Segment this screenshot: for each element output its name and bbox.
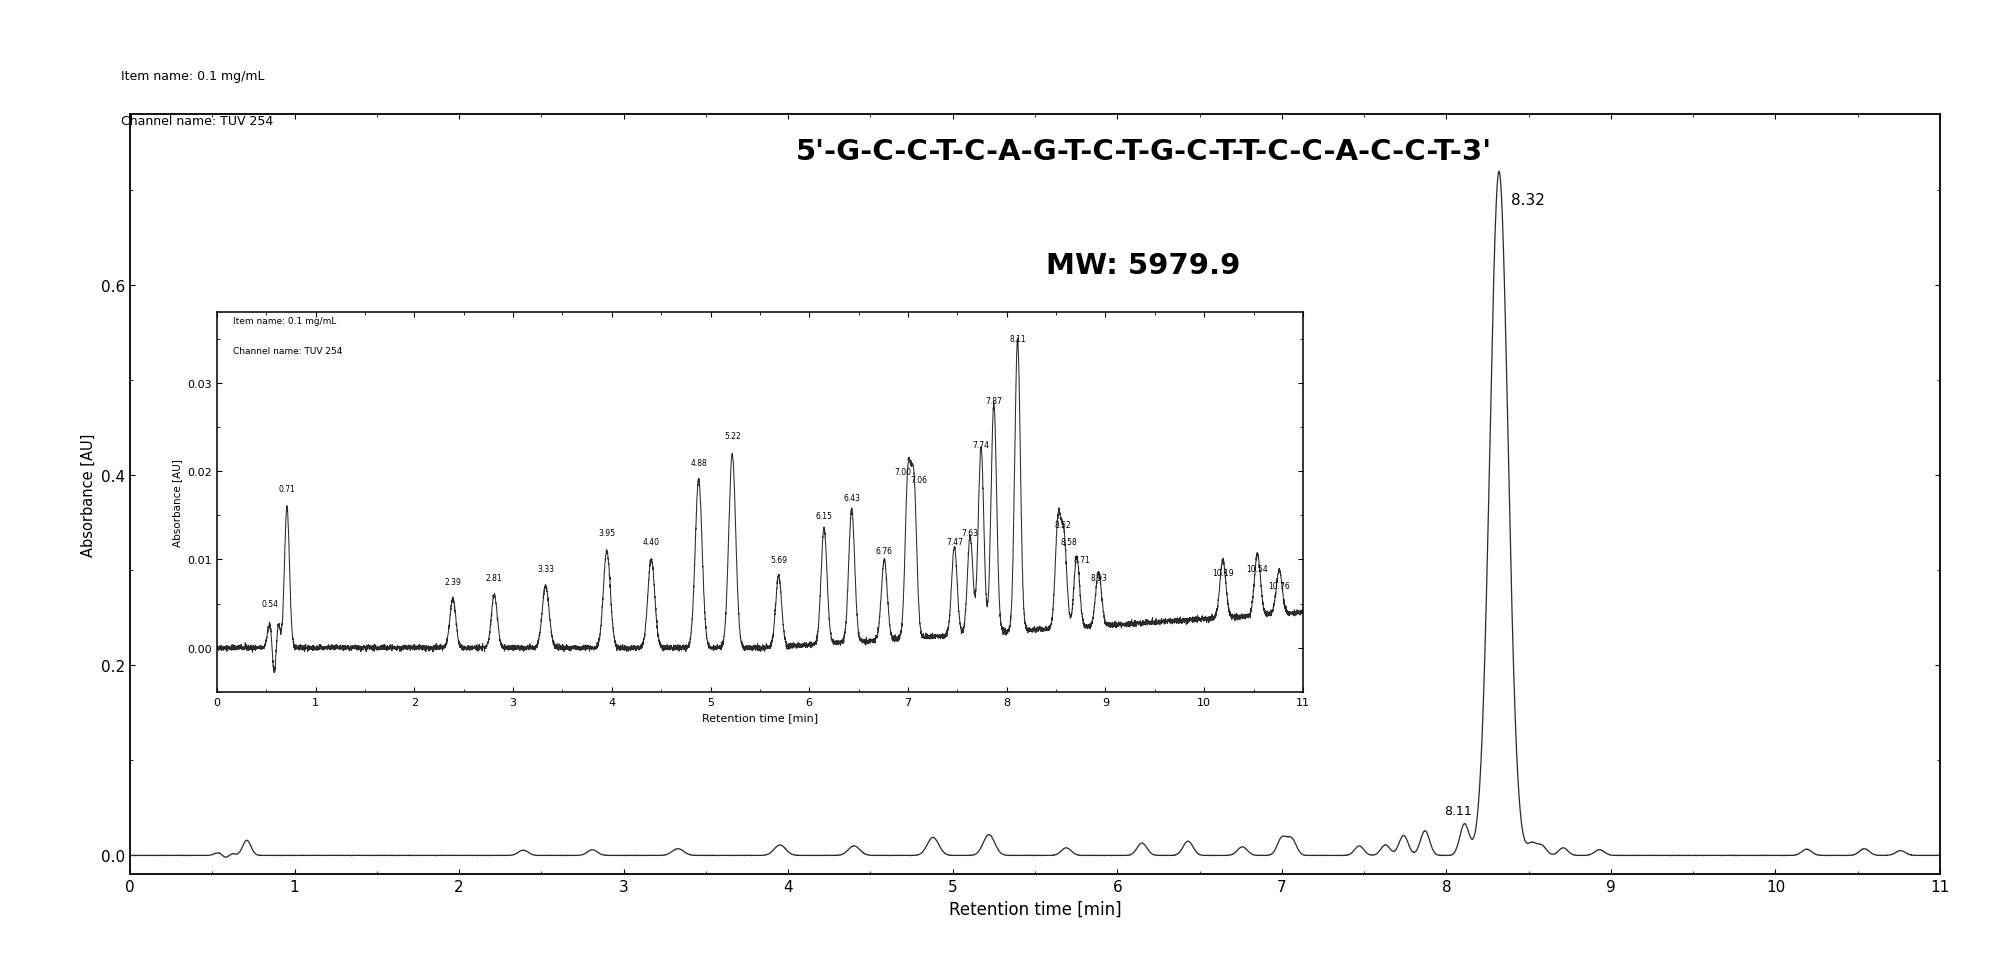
Text: MW: 5979.9: MW: 5979.9 [1046,252,1240,280]
Text: 8.32: 8.32 [1510,193,1544,208]
Text: Item name: 0.1 mg/mL: Item name: 0.1 mg/mL [120,70,264,83]
Text: Channel name: TUV 254: Channel name: TUV 254 [120,115,274,129]
Text: 5'-G-C-C-T-C-A-G-T-C-T-G-C-T-T-C-C-A-C-C-T-3': 5'-G-C-C-T-C-A-G-T-C-T-G-C-T-T-C-C-A-C-C… [796,138,1492,166]
Text: 8.11: 8.11 [1444,804,1472,818]
X-axis label: Retention time [min]: Retention time [min] [948,899,1122,918]
Y-axis label: Absorbance [AU]: Absorbance [AU] [80,433,96,556]
